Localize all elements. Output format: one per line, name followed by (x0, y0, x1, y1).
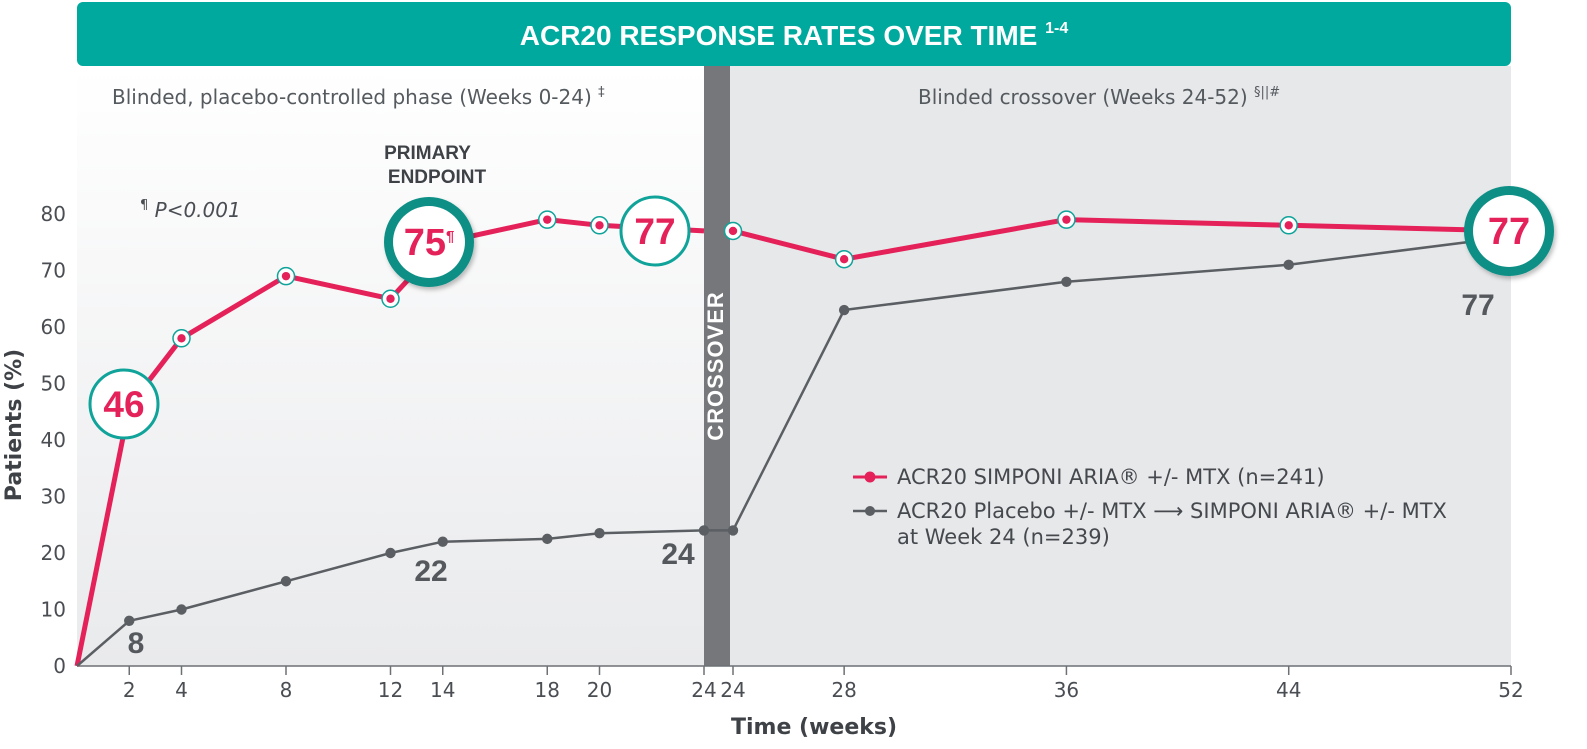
y-tick-label-70: 70 (41, 259, 66, 283)
chart-title-text: ACR20 RESPONSE RATES OVER TIME (520, 20, 1038, 51)
callout-red-sup-1: ¶ (446, 228, 454, 245)
treated-marker-dot-6 (543, 215, 552, 224)
placebo-marker-8 (698, 525, 710, 536)
blinded-phase-panel (77, 66, 704, 666)
placebo-marker-3 (280, 576, 292, 587)
placebo-marker-1 (124, 615, 135, 626)
x-tick-label-1: 4 (175, 678, 188, 702)
callout-gray-label-3: 77 (1461, 289, 1494, 322)
treated-marker-dot-4 (386, 294, 395, 303)
header-band (77, 2, 1511, 66)
legend-placebo-line-1: ACR20 Placebo +/- MTX ⟶ SIMPONI ARIA® +/… (897, 499, 1447, 523)
treated-marker-dot-12 (1284, 221, 1293, 230)
phase-label-blinded-sup: ‡ (598, 85, 605, 100)
crossover-phase-panel (730, 66, 1511, 666)
treated-marker-dot-9 (728, 226, 738, 236)
callout-ring-inner-1 (393, 206, 465, 278)
x-tick-label-0: 2 (123, 678, 136, 702)
phase-label-crossover-text: Blinded crossover (Weeks 24-52) (918, 85, 1248, 109)
callout-ring-inner-3 (1473, 195, 1545, 267)
placebo-marker-4 (385, 547, 396, 559)
legend-treated-marker (864, 471, 876, 483)
series-1-line-0 (76, 235, 1512, 667)
y-tick-label-0: 0 (53, 654, 66, 678)
y-tick-label-80: 80 (41, 202, 66, 226)
placebo-marker-7 (594, 528, 605, 539)
legend-treated-label: ACR20 SIMPONI ARIA® +/- MTX (n=241) (897, 465, 1325, 489)
chart-title: ACR20 RESPONSE RATES OVER TIME 1-4 (520, 20, 1069, 51)
callout-gray-label-2: 24 (661, 538, 695, 571)
phase-label-blinded-text: Blinded, placebo-controlled phase (Weeks… (112, 85, 592, 109)
treated-marker-dot-2 (177, 334, 186, 343)
x-tick-label-10: 36 (1054, 678, 1079, 702)
y-tick-label-50: 50 (41, 372, 66, 396)
placebo-marker-11 (1061, 276, 1072, 287)
y-tick-label-10: 10 (41, 598, 66, 622)
callout-red-label-0: 46 (103, 384, 144, 425)
phase-label-crossover-sup: §||# (1254, 85, 1280, 100)
p-value-note: ¶ P<0.001 (140, 190, 241, 222)
callout-red-value-0: 46 (103, 384, 144, 425)
treated-marker-dot-3 (281, 271, 291, 281)
callout-red-value-3: 77 (1488, 211, 1530, 253)
callout-gray-label-0: 8 (128, 627, 145, 660)
x-tick-label-5: 18 (535, 678, 560, 702)
x-tick-label-9: 28 (831, 678, 856, 702)
y-axis-ticks: 0 10 20 30 40 50 60 70 80 (41, 202, 66, 678)
callout-ring-2 (619, 195, 691, 267)
x-tick-label-6: 20 (587, 678, 612, 702)
x-axis-ticks: 2 4 8 12 14 18 20 24 24 28 36 44 52 (123, 666, 1524, 702)
placebo-marker-9 (727, 525, 739, 536)
treated-marker-dot-10 (839, 255, 849, 264)
primary-endpoint-label: PRIMARY ENDPOINT (384, 143, 486, 188)
primary-endpoint-line-2: ENDPOINT (388, 167, 487, 188)
legend-placebo-label: ACR20 Placebo +/- MTX ⟶ SIMPONI ARIA® +/… (897, 499, 1454, 549)
y-tick-label-40: 40 (41, 428, 66, 452)
x-tick-label-2: 8 (280, 678, 293, 702)
y-tick-label-60: 60 (41, 315, 66, 339)
placebo-marker-5 (437, 536, 448, 547)
crossover-label: CROSSOVER (703, 291, 728, 441)
callout-red-label-3: 77 (1488, 211, 1530, 253)
legend: ACR20 SIMPONI ARIA® +/- MTX (n=241) ACR2… (853, 465, 1454, 549)
placebo-marker-12 (1283, 259, 1294, 271)
placebo-marker-10 (838, 304, 850, 316)
treated-marker-dot-11 (1062, 215, 1071, 224)
callout-red-label-2: 77 (634, 211, 675, 252)
callout-red-value-2: 77 (634, 211, 675, 252)
phase-label-blinded: Blinded, placebo-controlled phase (Weeks… (112, 85, 605, 109)
callout-ring-0 (88, 368, 160, 440)
p-value-note-text: P<0.001 (155, 198, 241, 222)
phase-label-crossover: Blinded crossover (Weeks 24-52) §||# (918, 85, 1280, 109)
x-tick-label-3: 12 (378, 678, 403, 702)
chart-title-sup: 1-4 (1045, 20, 1068, 37)
placebo-marker-6 (542, 533, 553, 545)
y-axis-label: Patients (%) (2, 349, 27, 501)
x-tick-label-12: 52 (1498, 678, 1523, 702)
legend-placebo-marker (865, 506, 875, 516)
legend-placebo-line-2: at Week 24 (n=239) (897, 525, 1110, 549)
x-tick-label-11: 44 (1276, 678, 1301, 702)
callout-gray-label-1: 22 (414, 555, 447, 588)
x-tick-label-4: 14 (430, 678, 455, 702)
x-axis-label: Time (weeks) (731, 715, 897, 740)
crossover-bar (704, 66, 730, 666)
y-tick-label-30: 30 (41, 485, 66, 509)
x-tick-label-7: 24 (691, 678, 716, 702)
x-tick-label-8: 24 (720, 678, 745, 702)
placebo-marker-2 (176, 604, 187, 615)
y-tick-label-20: 20 (41, 541, 66, 565)
callout-red-value-1: 75 (404, 222, 446, 264)
p-value-note-sup: ¶ (140, 198, 148, 213)
primary-endpoint-line-1: PRIMARY (384, 143, 471, 164)
callout-red-label-1: 75¶ (404, 222, 455, 264)
treated-marker-dot-7 (595, 221, 604, 230)
